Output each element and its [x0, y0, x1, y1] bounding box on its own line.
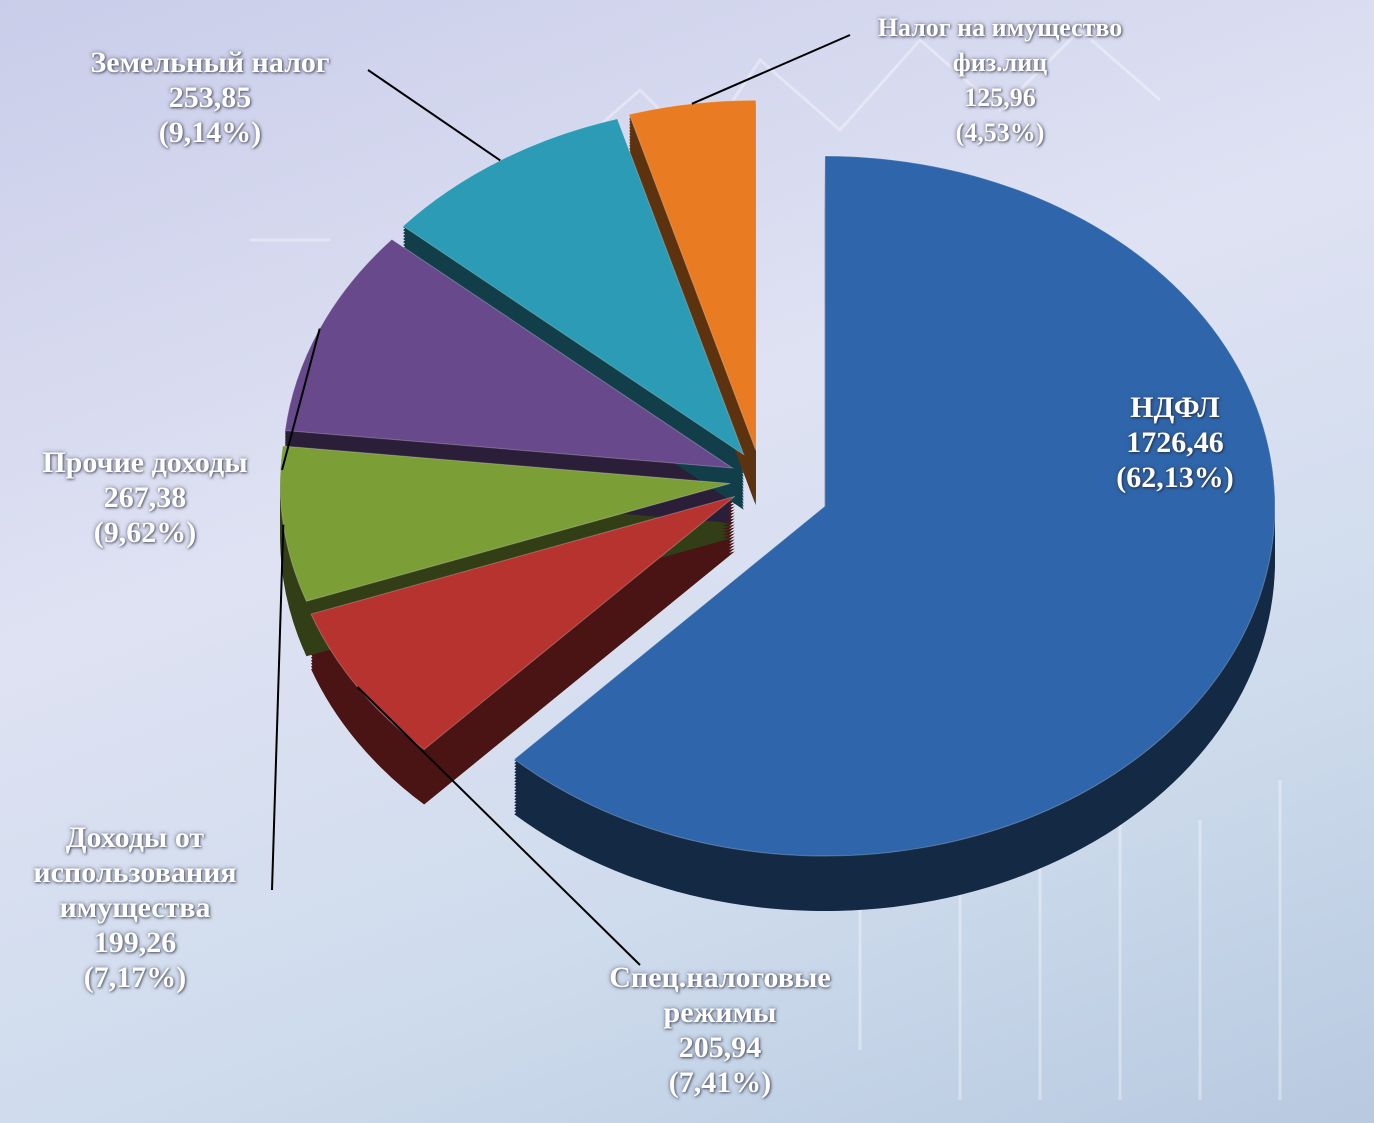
percent-label: (9,14%)	[30, 115, 390, 150]
category-label: Налог на имущество физ.лиц	[840, 10, 1160, 80]
chart: НДФЛ1726,46(62,13%) Спец.налоговые режимы…	[0, 0, 1374, 1123]
leader-line	[272, 525, 283, 890]
category-label: НДФЛ	[1060, 390, 1290, 425]
value-label: 125,96	[840, 80, 1160, 115]
value-label: 199,26	[0, 925, 270, 960]
category-label: Прочие доходы	[0, 445, 290, 480]
percent-label: (7,41%)	[560, 1065, 880, 1100]
category-label: Спец.налоговые режимы	[560, 960, 880, 1030]
leader-line	[692, 35, 850, 104]
percent-label: (7,17%)	[0, 960, 270, 995]
value-label: 1726,46	[1060, 425, 1290, 460]
value-label: 205,94	[560, 1030, 880, 1065]
percent-label: (62,13%)	[1060, 460, 1290, 495]
value-label: 267,38	[0, 480, 290, 515]
percent-label: (4,53%)	[840, 115, 1160, 150]
category-label: Земельный налог	[30, 45, 390, 80]
percent-label: (9,62%)	[0, 515, 290, 550]
value-label: 253,85	[30, 80, 390, 115]
category-label: Доходы от использования имущества	[0, 820, 270, 925]
